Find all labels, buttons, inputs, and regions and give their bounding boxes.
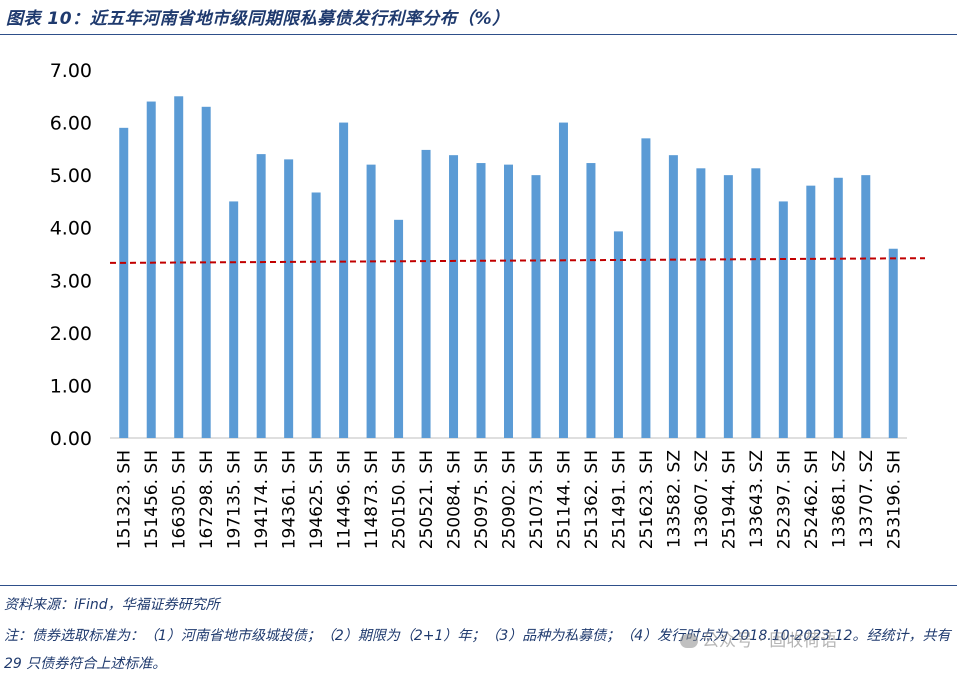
bar <box>339 122 349 439</box>
x-tick-label: 133643. SZ <box>747 450 767 548</box>
bar <box>504 164 513 438</box>
x-tick-label: 194174. SH <box>252 450 272 549</box>
x-tick-label: 251362. SH <box>582 450 602 549</box>
bar <box>201 106 211 439</box>
x-tick-label: 251944. SH <box>719 450 739 549</box>
bar <box>586 163 596 438</box>
x-tick-label: 197135. SH <box>225 450 245 549</box>
bar <box>806 185 816 438</box>
reference-line <box>109 257 926 264</box>
bar <box>613 231 623 438</box>
bar <box>284 159 294 438</box>
y-tick-label: 4.00 <box>50 218 92 240</box>
x-tick-label: 251623. SH <box>637 450 657 549</box>
source-text: 资料来源：iFind，华福证券研究所 <box>4 597 220 613</box>
bar <box>833 177 843 438</box>
bar <box>751 168 761 438</box>
x-tick-label: 166305. SH <box>170 450 190 549</box>
y-tick-label: 6.00 <box>50 113 92 135</box>
x-tick-label: 114496. SH <box>335 450 355 549</box>
bar <box>229 201 239 438</box>
watermark-text: 公众号 · 固收荷语 <box>702 631 838 651</box>
x-tick-label: 251144. SH <box>554 450 574 549</box>
x-tick-label: 151323. SH <box>115 450 135 549</box>
x-tick-label: 250902. SH <box>500 450 520 549</box>
x-tick-label: 250975. SH <box>472 450 492 549</box>
bar <box>723 175 733 438</box>
bottom-rule <box>0 585 957 586</box>
bar <box>476 163 486 438</box>
bar <box>696 168 706 438</box>
x-tick-label: 194625. SH <box>307 450 327 549</box>
x-tick-label: 250150. SH <box>390 450 410 549</box>
x-tick-label: 250521. SH <box>417 450 437 549</box>
x-tick-label: 251073. SH <box>527 450 547 549</box>
x-tick-label: 167298. SH <box>197 450 217 549</box>
note-text: 注：债券选取标准为：（1）河南省地市级城投债；（2）期限为（2+1）年；（3）品… <box>4 628 951 672</box>
bar-chart: 0.00 1.00 2.00 3.00 4.00 5.00 6.00 7.00 151323. … <box>50 60 926 549</box>
y-tick-label: 5.00 <box>50 165 92 187</box>
y-tick-label: 3.00 <box>50 270 92 292</box>
x-tick-label: 252397. SH <box>774 450 794 549</box>
bar <box>174 96 184 439</box>
bar <box>778 201 788 438</box>
y-tick-label: 2.00 <box>50 323 92 345</box>
x-tick-label: 251491. SH <box>609 450 629 549</box>
bar <box>146 101 156 439</box>
bar <box>449 155 459 438</box>
bar <box>861 175 871 438</box>
bar <box>394 219 404 438</box>
bar <box>558 122 568 439</box>
bar <box>421 149 431 438</box>
bar <box>256 154 266 438</box>
bar <box>311 192 321 438</box>
x-tick-label: 133681. SZ <box>829 450 849 548</box>
bar <box>531 175 541 438</box>
chart-title: 图表 10：近五年河南省地市级同期限私募债发行利率分布（%） <box>6 9 510 29</box>
x-tick-label: 194361. SH <box>280 450 300 549</box>
y-tick-label: 7.00 <box>50 60 92 82</box>
watermark: 公众号 · 固收荷语 <box>680 626 837 651</box>
x-tick-label: 133607. SZ <box>692 450 712 548</box>
x-tick-label: 151456. SH <box>142 450 162 549</box>
bar <box>888 248 898 438</box>
y-tick-label: 0.00 <box>50 428 92 450</box>
top-rule <box>0 34 957 35</box>
wechat-icon <box>680 634 698 648</box>
x-tick-label: 253196. SH <box>884 450 904 549</box>
x-tick-label: 114873. SH <box>362 450 382 549</box>
x-tick-label: 133707. SZ <box>857 450 877 548</box>
bar <box>641 138 651 438</box>
x-tick-label: 250084. SH <box>445 450 465 549</box>
x-tick-label: 252462. SH <box>802 450 822 549</box>
x-tick-label: 133582. SZ <box>664 450 684 548</box>
bar <box>668 155 678 438</box>
bar <box>119 127 129 438</box>
y-tick-label: 1.00 <box>50 375 92 397</box>
bar <box>366 164 376 438</box>
